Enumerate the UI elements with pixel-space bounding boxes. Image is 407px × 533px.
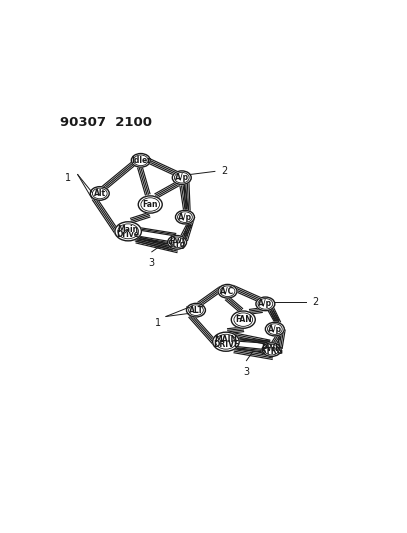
Text: 2: 2 xyxy=(221,166,228,176)
Text: Pwr: Pwr xyxy=(169,236,185,245)
Text: Main: Main xyxy=(118,225,139,233)
Text: 3: 3 xyxy=(243,367,249,377)
Ellipse shape xyxy=(115,222,141,241)
Text: 90307  2100: 90307 2100 xyxy=(60,116,152,129)
Ellipse shape xyxy=(218,285,237,298)
Ellipse shape xyxy=(138,196,162,213)
Text: MAIN: MAIN xyxy=(214,335,237,344)
Text: 3: 3 xyxy=(149,258,155,268)
Text: 2: 2 xyxy=(313,297,319,308)
Text: A/p: A/p xyxy=(175,173,189,182)
Ellipse shape xyxy=(175,211,195,224)
Ellipse shape xyxy=(186,303,206,317)
Text: FAN: FAN xyxy=(235,315,252,324)
Text: 1: 1 xyxy=(65,173,71,183)
Text: PWR: PWR xyxy=(262,344,282,353)
Ellipse shape xyxy=(213,332,239,351)
Ellipse shape xyxy=(90,187,109,200)
Text: DRIVE: DRIVE xyxy=(213,340,239,349)
Ellipse shape xyxy=(265,322,284,336)
Ellipse shape xyxy=(172,171,191,184)
Text: STRG: STRG xyxy=(260,348,283,356)
Text: Fan: Fan xyxy=(142,200,158,209)
Text: Strg: Strg xyxy=(168,240,186,249)
Text: A/p: A/p xyxy=(258,300,272,309)
Text: 1: 1 xyxy=(155,318,161,328)
Text: A/C: A/C xyxy=(220,287,235,296)
Text: A/p: A/p xyxy=(268,325,282,334)
Ellipse shape xyxy=(168,236,186,249)
Text: A/p: A/p xyxy=(178,213,192,222)
Text: ALT: ALT xyxy=(188,305,204,314)
Ellipse shape xyxy=(262,343,281,357)
Text: Idler: Idler xyxy=(131,156,151,165)
Ellipse shape xyxy=(231,311,255,328)
Ellipse shape xyxy=(131,154,150,167)
Ellipse shape xyxy=(256,297,275,311)
Text: Drive: Drive xyxy=(117,230,140,239)
Text: Alt: Alt xyxy=(94,189,106,198)
